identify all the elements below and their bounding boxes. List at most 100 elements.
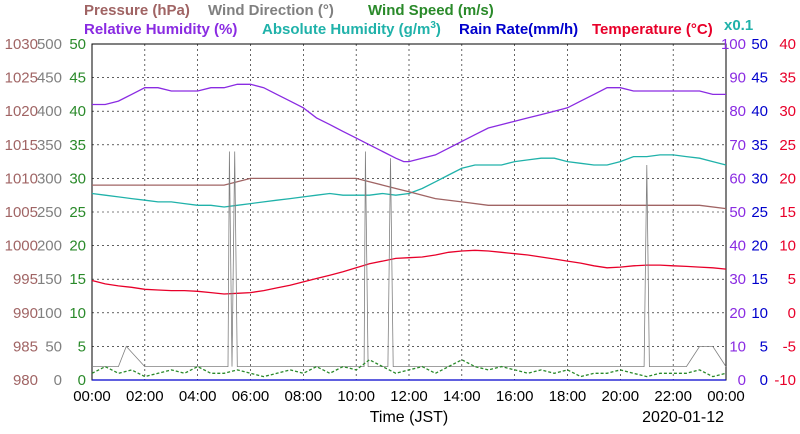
axis-time: 00:00 02:00 04:00 06:00 08:00 10:00 12:00 14:00… xyxy=(73,388,745,405)
tick-label-time: 02:00 xyxy=(126,388,164,405)
tick-label-wind_speed: 0 xyxy=(78,372,86,389)
tick-label-time: 18:00 xyxy=(549,388,587,405)
tick-label-humidity: 30 xyxy=(729,271,746,288)
tick-label-wind_speed: 50 xyxy=(69,36,86,53)
tick-label-temperature: 10 xyxy=(779,238,796,255)
series-line-wind-direction xyxy=(92,151,727,368)
tick-label-temperature: 30 xyxy=(779,103,796,120)
tick-label-temperature: 25 xyxy=(779,137,796,154)
tick-label-time: 00:00 xyxy=(73,388,111,405)
series-line-temperature xyxy=(91,249,727,295)
series-line-pressure xyxy=(92,177,727,210)
tick-label-wind_direction: 400 xyxy=(37,103,62,120)
tick-label-humidity: 50 xyxy=(729,204,746,221)
legend-wind-direction: Wind Direction (°) xyxy=(208,2,334,19)
tick-label-humidity: 70 xyxy=(729,137,746,154)
tick-label-pressure: 1000 xyxy=(5,238,38,255)
tick-label-temperature: 20 xyxy=(779,170,796,187)
tick-label-humidity: 20 xyxy=(729,305,746,322)
tick-label-wind_speed: 45 xyxy=(69,70,86,87)
tick-label-rain_rate: 25 xyxy=(751,204,768,221)
tick-label-wind_direction: 350 xyxy=(37,137,62,154)
tick-label-rain_rate: 20 xyxy=(751,238,768,255)
tick-label-wind_direction: 300 xyxy=(37,170,62,187)
tick-label-wind_direction: 450 xyxy=(37,70,62,87)
tick-label-temperature: -10 xyxy=(774,372,796,389)
tick-label-rain_rate: 45 xyxy=(751,70,768,87)
tick-label-time: 16:00 xyxy=(496,388,534,405)
tick-label-rain_rate: 0 xyxy=(760,372,768,389)
chart-date: 2020-01-12 xyxy=(642,409,724,426)
tick-label-humidity: 90 xyxy=(729,70,746,87)
tick-label-pressure: 1025 xyxy=(5,70,38,87)
tick-label-pressure: 995 xyxy=(13,271,38,288)
tick-label-time: 08:00 xyxy=(285,388,323,405)
tick-label-pressure: 1030 xyxy=(5,36,38,53)
tick-label-pressure: 1015 xyxy=(5,137,38,154)
tick-label-wind_direction: 50 xyxy=(45,338,62,355)
tick-label-humidity: 10 xyxy=(729,338,746,355)
tick-label-wind_speed: 10 xyxy=(69,305,86,322)
tick-label-humidity: 80 xyxy=(729,103,746,120)
legend-absolute-humidity: Absolute Humidity (g/m3) xyxy=(262,20,441,38)
series-line-wind-speed xyxy=(91,359,727,378)
series-line-humidity-2 xyxy=(91,154,727,208)
tick-label-temperature: 35 xyxy=(779,70,796,87)
tick-label-wind_speed: 25 xyxy=(69,204,86,221)
tick-label-time: 04:00 xyxy=(179,388,217,405)
tick-label-rain_rate: 10 xyxy=(751,305,768,322)
tick-label-wind_direction: 0 xyxy=(54,372,62,389)
tick-label-pressure: 980 xyxy=(13,372,38,389)
tick-label-humidity: 60 xyxy=(729,170,746,187)
tick-label-pressure: 1010 xyxy=(5,170,38,187)
tick-label-pressure: 990 xyxy=(13,305,38,322)
axis-pressure: 1030 1025 1020 1015 1010 1005 1000 995 990 985 980 xyxy=(5,36,38,389)
legend-multiplier: x0.1 xyxy=(724,17,753,34)
tick-label-time: 22:00 xyxy=(654,388,692,405)
legend-pressure: Pressure (hPa) xyxy=(84,2,190,19)
tick-label-humidity: 0 xyxy=(738,372,746,389)
legend-relative-humidity: Relative Humidity (%) xyxy=(84,21,237,38)
legend-rain-rate: Rain Rate(mm/h) xyxy=(459,21,578,38)
tick-label-rain_rate: 5 xyxy=(760,338,768,355)
tick-label-humidity: 40 xyxy=(729,238,746,255)
tick-label-pressure: 1020 xyxy=(5,103,38,120)
tick-label-pressure: 985 xyxy=(13,338,38,355)
series-line-humidity-1 xyxy=(92,83,726,163)
axis-temperature: 40 35 30 25 20 15 10 5 0 -5 -10 xyxy=(774,36,796,389)
tick-label-rain_rate: 35 xyxy=(751,137,768,154)
grid-lines xyxy=(92,44,726,380)
tick-label-wind_direction: 200 xyxy=(37,238,62,255)
tick-label-wind_speed: 15 xyxy=(69,271,86,288)
tick-label-time: 10:00 xyxy=(337,388,375,405)
tick-label-time: 00:00 xyxy=(707,388,745,405)
x-axis-label: Time (JST) xyxy=(370,409,449,426)
tick-label-rain_rate: 40 xyxy=(751,103,768,120)
tick-label-wind_speed: 30 xyxy=(69,170,86,187)
tick-label-rain_rate: 15 xyxy=(751,271,768,288)
tick-label-time: 20:00 xyxy=(602,388,640,405)
tick-label-wind_direction: 500 xyxy=(37,36,62,53)
tick-label-pressure: 1005 xyxy=(5,204,38,221)
tick-label-wind_direction: 100 xyxy=(37,305,62,322)
tick-label-rain_rate: 50 xyxy=(751,36,768,53)
tick-label-wind_speed: 40 xyxy=(69,103,86,120)
tick-label-temperature: -5 xyxy=(783,338,796,355)
tick-label-wind_speed: 35 xyxy=(69,137,86,154)
tick-label-wind_direction: 150 xyxy=(37,271,62,288)
tick-label-humidity: 100 xyxy=(721,36,746,53)
tick-label-wind_speed: 5 xyxy=(78,338,86,355)
tick-label-wind_direction: 250 xyxy=(37,204,62,221)
tick-label-temperature: 5 xyxy=(788,271,796,288)
series-layer xyxy=(91,83,727,381)
tick-label-time: 14:00 xyxy=(443,388,481,405)
tick-label-rain_rate: 30 xyxy=(751,170,768,187)
tick-label-time: 12:00 xyxy=(390,388,428,405)
legend-wind-speed: Wind Speed (m/s) xyxy=(368,2,494,19)
legend-temperature: Temperature (°C) xyxy=(592,21,713,38)
